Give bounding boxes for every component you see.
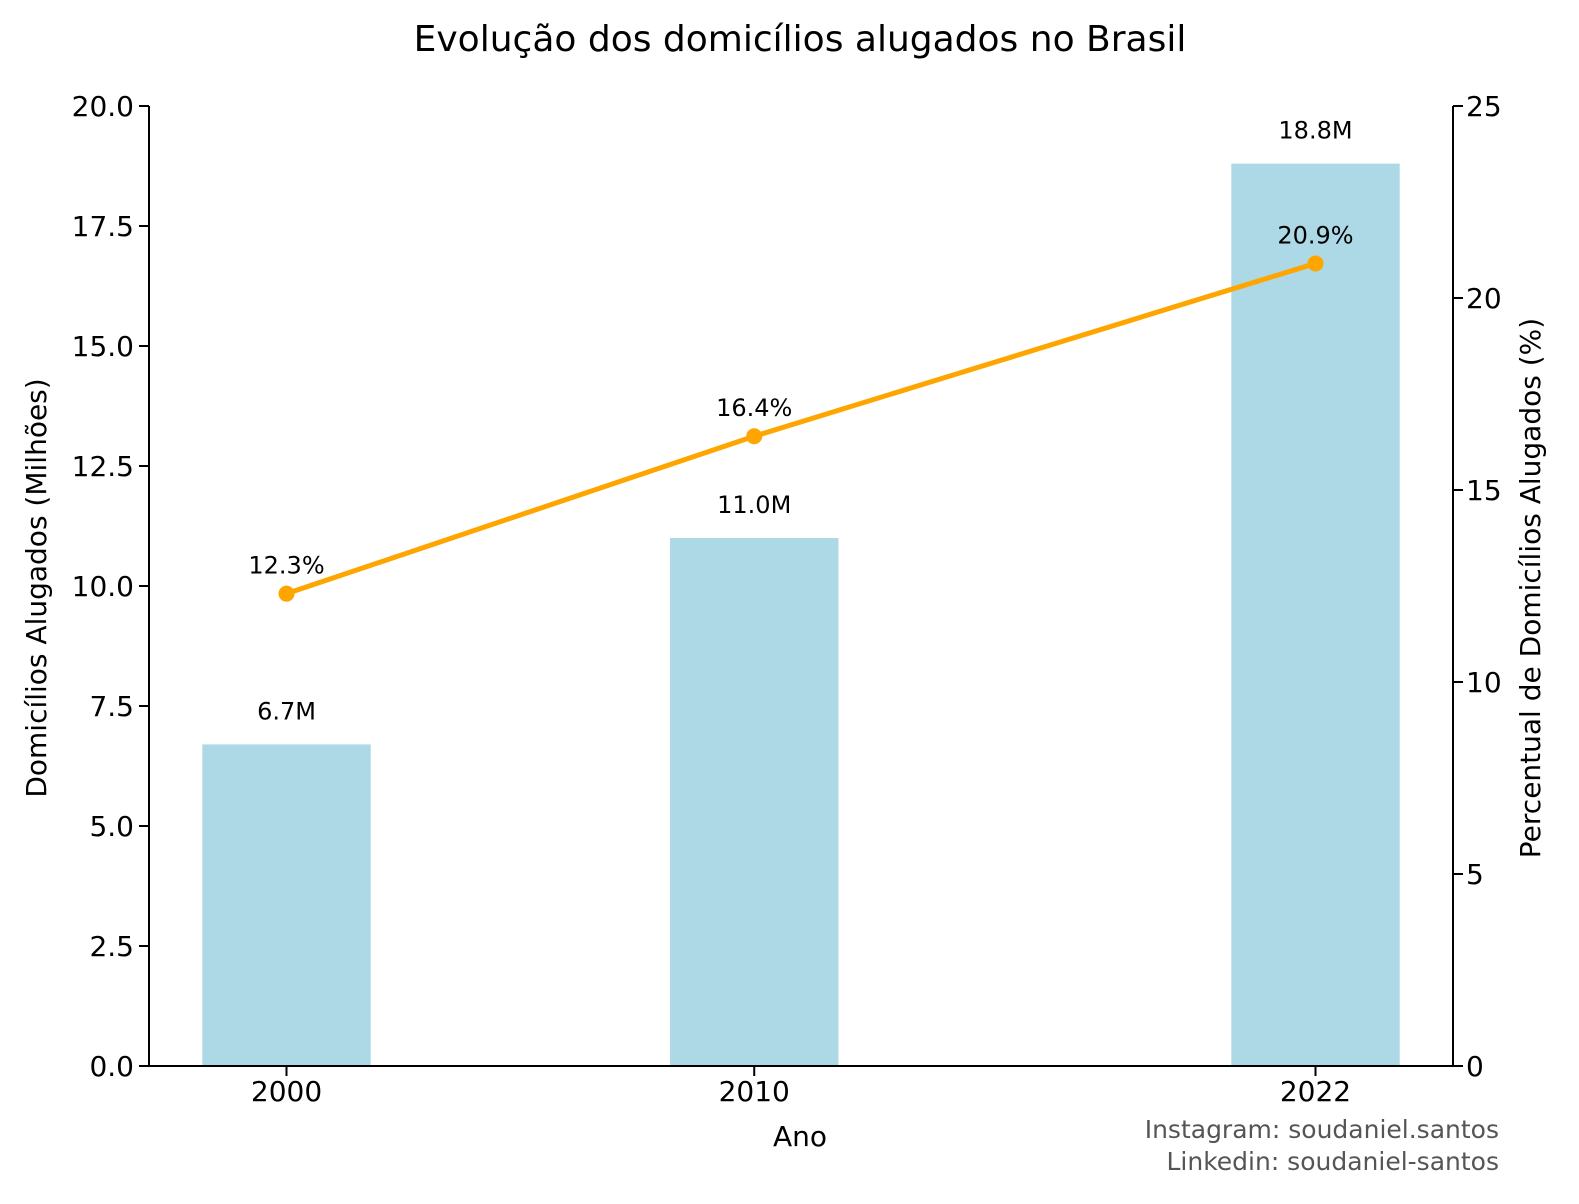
percent-point-2010 <box>746 428 763 445</box>
y-tick-label: 17.5 <box>72 210 134 243</box>
y2-tick-label: 15 <box>1466 474 1502 507</box>
y-tick-label: 20.0 <box>72 90 134 123</box>
chart-title: Evolução dos domicílios alugados no Bras… <box>414 19 1187 60</box>
y2-tick-label: 20 <box>1466 282 1502 315</box>
line-layer <box>278 255 1324 602</box>
y2-tick-label: 25 <box>1466 90 1502 123</box>
credit-linkedin: Linkedin: soudaniel-santos <box>1166 1147 1499 1176</box>
y-tick-label: 2.5 <box>89 930 134 963</box>
percent-value-label: 12.3% <box>248 552 324 580</box>
y2-tick-label: 0 <box>1466 1050 1484 1083</box>
data-labels-layer: 6.7M 12.3% 11.0M 16.4% 18.8M 20.9% <box>248 117 1353 726</box>
y-tick-label: 7.5 <box>89 690 134 723</box>
bar-value-label: 6.7M <box>257 697 316 725</box>
percent-value-label: 20.9% <box>1277 221 1353 249</box>
bar-value-label: 11.0M <box>717 491 791 519</box>
x-tick-label: 2000 <box>251 1075 322 1108</box>
credit-instagram: Instagram: soudaniel.santos <box>1145 1115 1499 1144</box>
y-tick-label: 12.5 <box>72 450 134 483</box>
bar-value-label: 18.8M <box>1278 117 1352 145</box>
bars-layer <box>202 163 1400 1067</box>
y-tick-label: 10.0 <box>72 570 134 603</box>
y-tick-label: 15.0 <box>72 330 134 363</box>
y2-tick-label: 5 <box>1466 858 1484 891</box>
x-tick-label: 2022 <box>1280 1075 1351 1108</box>
percent-value-label: 16.4% <box>716 394 792 422</box>
bar-2000 <box>202 744 371 1066</box>
x-axis-label: Ano <box>773 1120 827 1153</box>
x-tick-label: 2010 <box>719 1075 790 1108</box>
y-axis-label: Domicílios Alugados (Milhões) <box>20 378 53 797</box>
y2-tick-label: 10 <box>1466 666 1502 699</box>
axes-layer: 0.0 2.5 5.0 7.5 10.0 12.5 15.0 17.5 20.0 0 5 10 15 20… <box>72 90 1502 1108</box>
y-tick-label: 0.0 <box>89 1050 134 1083</box>
percent-point-2022 <box>1307 255 1324 272</box>
bar-2022 <box>1231 163 1400 1067</box>
bar-2010 <box>670 538 839 1066</box>
y2-axis-label: Percentual de Domicílios Alugados (%) <box>1514 318 1547 858</box>
percent-point-2000 <box>278 585 295 602</box>
y-tick-label: 5.0 <box>89 810 134 843</box>
